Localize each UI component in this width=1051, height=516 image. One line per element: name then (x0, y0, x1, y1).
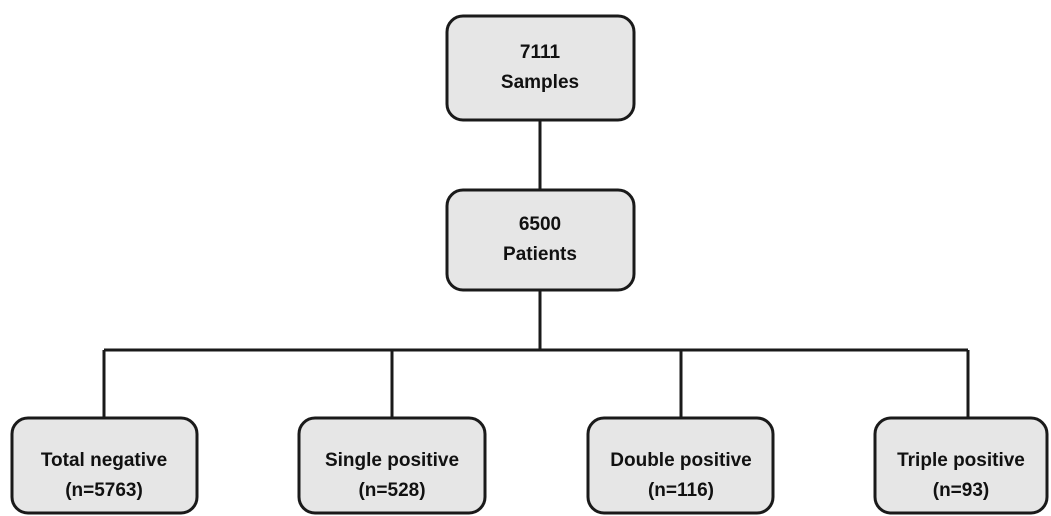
node-line: 6500 (519, 214, 561, 235)
connectors (102, 120, 970, 418)
node-box (873, 416, 1049, 515)
node-line: (n=528) (358, 480, 425, 501)
node: 7111 Samples (445, 14, 636, 122)
node-line: Samples (501, 72, 579, 93)
node-line: Total negative (41, 450, 167, 471)
node-box (445, 14, 636, 122)
node: Double positive (n=116) (586, 416, 775, 515)
node-line: (n=93) (933, 480, 990, 501)
node: Total negative (n=5763) (10, 416, 199, 515)
node-line: Patients (503, 244, 577, 265)
node-box (445, 188, 636, 292)
node-line: 7111 (520, 42, 561, 63)
node-box (10, 416, 199, 515)
node-line: (n=116) (648, 480, 714, 501)
node-box (297, 416, 487, 515)
node-line: Double positive (610, 450, 751, 471)
node: Single positive (n=528) (297, 416, 487, 515)
node-line: (n=5763) (65, 480, 143, 501)
node: 6500 Patients (445, 188, 636, 292)
node: Triple positive (n=93) (873, 416, 1049, 515)
node-box (586, 416, 775, 515)
node-line: Triple positive (897, 450, 1025, 471)
node-line: Single positive (325, 450, 459, 471)
